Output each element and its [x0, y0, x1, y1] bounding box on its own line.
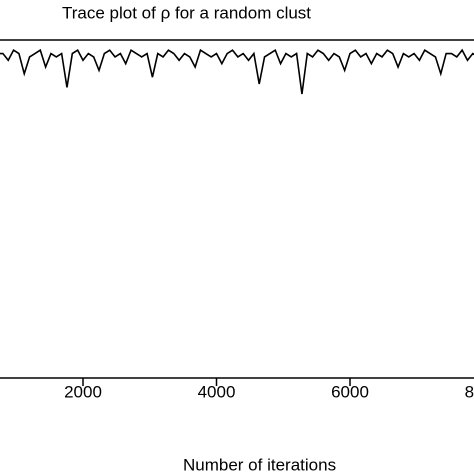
chart-title: Trace plot of ρ for a random clust: [62, 3, 311, 22]
x-axis-label: Number of iterations: [183, 455, 336, 474]
trace-line: [0, 48, 474, 95]
x-tick-label: 6000: [331, 382, 369, 401]
x-tick-label: 4000: [198, 382, 236, 401]
x-tick-label: 8000: [465, 382, 474, 401]
x-tick-label: 2000: [64, 382, 102, 401]
